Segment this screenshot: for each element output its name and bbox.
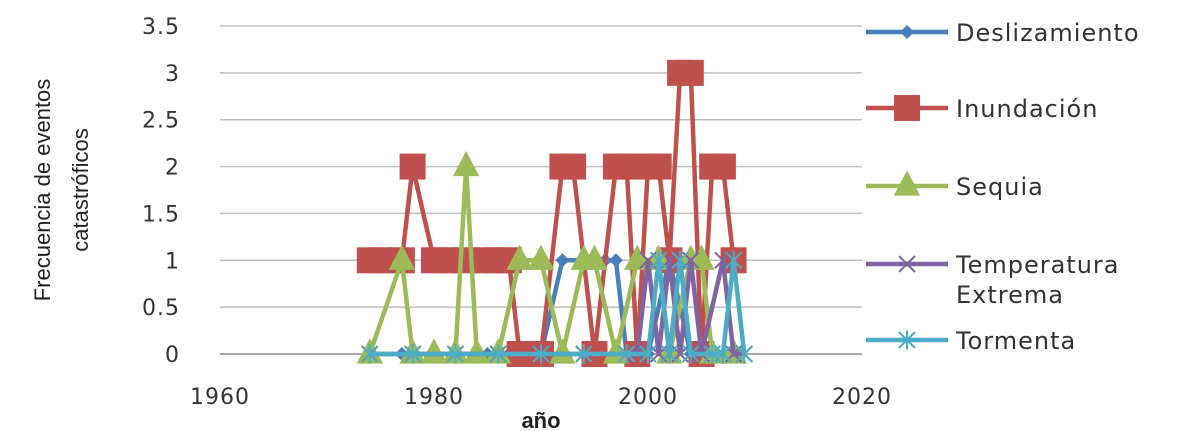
data-point bbox=[660, 344, 679, 364]
data-point bbox=[894, 95, 920, 121]
data-point bbox=[463, 338, 490, 364]
legend-label: Inundación bbox=[956, 95, 1098, 123]
y-axis-title-line: Frecuencia de eventos bbox=[30, 79, 55, 302]
legend-item-tormenta: Tormenta bbox=[866, 327, 1076, 355]
data-point bbox=[682, 344, 700, 364]
data-point bbox=[527, 244, 555, 270]
data-point bbox=[893, 170, 921, 196]
x-tick-labels: 1960 1980 2000 2020 bbox=[190, 385, 892, 410]
series-line bbox=[369, 258, 747, 357]
data-point bbox=[714, 344, 732, 364]
y-tick-label: 3 bbox=[165, 62, 180, 87]
data-point bbox=[489, 344, 507, 364]
plot-series bbox=[356, 59, 754, 367]
legend-label: Tormenta bbox=[955, 327, 1076, 355]
data-point bbox=[575, 344, 593, 364]
data-point bbox=[532, 344, 550, 364]
data-point bbox=[724, 250, 743, 270]
legend-item-deslizamiento: Deslizamiento bbox=[866, 19, 1140, 47]
x-tick-label: 1980 bbox=[404, 385, 464, 410]
y-axis-title-line: catastróficos bbox=[68, 128, 93, 252]
legend: Deslizamiento Inundación Sequia Temperatura… bbox=[866, 19, 1140, 355]
legend-item-inundación: Inundación bbox=[866, 95, 1098, 123]
data-point bbox=[388, 244, 416, 270]
data-point bbox=[446, 344, 465, 364]
legend-label: Extrema bbox=[956, 281, 1064, 309]
series-tormenta bbox=[361, 250, 754, 364]
legend-label: Sequia bbox=[956, 173, 1044, 201]
data-point bbox=[608, 253, 623, 268]
data-point bbox=[671, 250, 689, 270]
data-point bbox=[549, 338, 576, 364]
data-point bbox=[639, 344, 657, 364]
data-point bbox=[709, 153, 736, 180]
data-point bbox=[506, 244, 533, 270]
data-point bbox=[399, 153, 426, 180]
y-tick-label: 0.5 bbox=[142, 296, 180, 321]
y-tick-label: 0 bbox=[165, 343, 180, 368]
legend-item-sequia: Sequia bbox=[866, 170, 1044, 201]
y-tick-label: 1.5 bbox=[142, 202, 180, 227]
data-point bbox=[560, 153, 587, 180]
data-point bbox=[403, 344, 422, 364]
data-point bbox=[361, 344, 379, 364]
data-point bbox=[677, 59, 704, 86]
y-tick-label: 2 bbox=[165, 156, 180, 181]
data-point bbox=[420, 338, 448, 364]
y-tick-label: 1 bbox=[165, 249, 180, 274]
y-axis-title: Frecuencia de eventos catastróficos bbox=[30, 79, 93, 302]
grid-lines bbox=[220, 25, 862, 308]
data-point bbox=[898, 255, 916, 273]
legend-label: Deslizamiento bbox=[956, 19, 1140, 47]
x-axis-title: año bbox=[521, 408, 560, 431]
data-point bbox=[555, 253, 570, 268]
data-point bbox=[581, 244, 608, 270]
x-tick-label: 2000 bbox=[618, 385, 678, 410]
data-point bbox=[649, 250, 668, 270]
data-point bbox=[900, 25, 914, 39]
data-point bbox=[898, 330, 916, 350]
data-point bbox=[452, 150, 480, 177]
data-point bbox=[617, 344, 636, 364]
x-tick-label: 2020 bbox=[832, 385, 892, 410]
y-tick-label: 2.5 bbox=[142, 109, 180, 134]
data-point bbox=[735, 344, 754, 364]
x-tick-label: 1960 bbox=[190, 385, 250, 410]
legend-label: Temperatura bbox=[955, 251, 1120, 279]
y-tick-labels: 0 0.5 1 1.5 2 2.5 3 3.5 bbox=[142, 15, 180, 368]
y-tick-label: 3.5 bbox=[142, 15, 180, 40]
data-point bbox=[645, 153, 672, 180]
